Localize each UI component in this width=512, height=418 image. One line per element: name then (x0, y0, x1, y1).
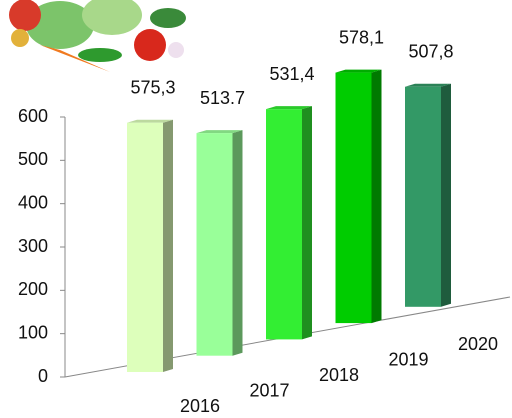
bar-top (127, 119, 173, 123)
value-label: 507,8 (408, 42, 453, 62)
bar-top (405, 83, 451, 87)
y-tick-label: 200 (18, 279, 48, 299)
bar (266, 109, 302, 340)
bar (335, 72, 372, 324)
bar-side (441, 83, 451, 307)
y-tick-label: 600 (18, 106, 48, 126)
value-label: 531,4 (269, 64, 314, 84)
bar (196, 133, 233, 356)
x-tick-label: 2017 (249, 380, 289, 400)
bar-side (232, 130, 243, 356)
bar-side (302, 106, 312, 340)
x-tick-label: 2016 (180, 396, 220, 416)
bar (127, 122, 163, 372)
y-tick-label: 300 (18, 236, 48, 256)
bar-top (266, 106, 312, 110)
bar-top (196, 130, 243, 134)
value-label: 575,3 (130, 77, 175, 97)
value-label: 578,1 (339, 27, 384, 47)
y-tick-label: 500 (18, 149, 48, 169)
value-label: 513.7 (200, 88, 245, 108)
x-tick-label: 2018 (319, 365, 359, 385)
y-tick-label: 400 (18, 192, 48, 212)
x-tick-label: 2020 (458, 334, 498, 354)
bar (405, 86, 441, 307)
y-tick-label: 0 (38, 366, 48, 386)
bar-side (371, 69, 382, 324)
y-tick-label: 100 (18, 322, 48, 342)
bar-top (335, 69, 382, 73)
x-tick-label: 2019 (388, 349, 428, 369)
bar-side (163, 119, 173, 372)
vegetables-illustration (9, 0, 186, 72)
